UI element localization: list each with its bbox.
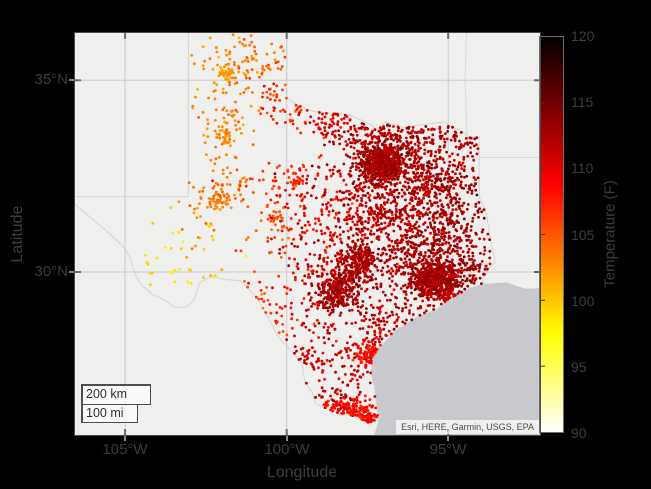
scale-bar: 200 km 100 mi — [81, 384, 151, 423]
colorbar-label: Temperature (F) — [601, 180, 619, 288]
y-tick-label: 30°N — [34, 263, 68, 280]
x-tick-mark — [286, 436, 288, 441]
texas-outline — [75, 33, 496, 424]
colorbar-tick-label: 110 — [571, 160, 594, 176]
y-axis-label: Latitude — [9, 205, 26, 263]
scale-bar-ruler-line — [81, 421, 138, 423]
y-tick-mark — [69, 79, 74, 81]
geo-scatter-map — [75, 33, 540, 435]
x-tick-label: 95°W — [429, 441, 467, 458]
scatter-points — [144, 33, 492, 424]
x-tick-mark — [447, 436, 449, 441]
gulf-water — [371, 282, 540, 435]
y-tick-label: 35°N — [34, 71, 68, 88]
x-tick-mark — [124, 436, 126, 441]
colorbar-tick-label: 100 — [571, 293, 595, 309]
scale-bar-background — [81, 404, 138, 423]
scale-bar-mi-label: 100 mi — [86, 405, 124, 420]
colorbar-tick-label: 95 — [571, 359, 587, 375]
map-attribution: Esri, HERE, Garmin, USGS, EPA — [396, 420, 539, 434]
scale-bar-km-label: 200 km — [86, 386, 127, 401]
scale-bar-km-tick — [149, 384, 151, 404]
colorbar-tick-label: 115 — [571, 94, 594, 110]
scale-bar-ruler-line — [81, 384, 151, 386]
colorbar-tick-label: 120 — [571, 28, 595, 44]
scale-bar-ruler-line — [81, 384, 83, 423]
map-axes[interactable]: 200 km 100 mi Esri, HERE, Garmin, USGS, … — [75, 33, 540, 435]
x-tick-label: 100°W — [264, 441, 310, 458]
colorbar-tick-label: 90 — [571, 425, 587, 441]
state-border — [464, 33, 468, 137]
colorbar-tick-label: 105 — [571, 227, 595, 243]
x-tick-label: 105°W — [102, 441, 148, 458]
scale-bar-ruler-line — [81, 403, 151, 405]
scale-bar-mi-tick — [136, 404, 138, 422]
scale-bar-background — [81, 384, 150, 404]
colorbar — [539, 36, 564, 433]
y-tick-mark — [69, 271, 74, 273]
x-axis-label: Longitude — [266, 464, 338, 481]
